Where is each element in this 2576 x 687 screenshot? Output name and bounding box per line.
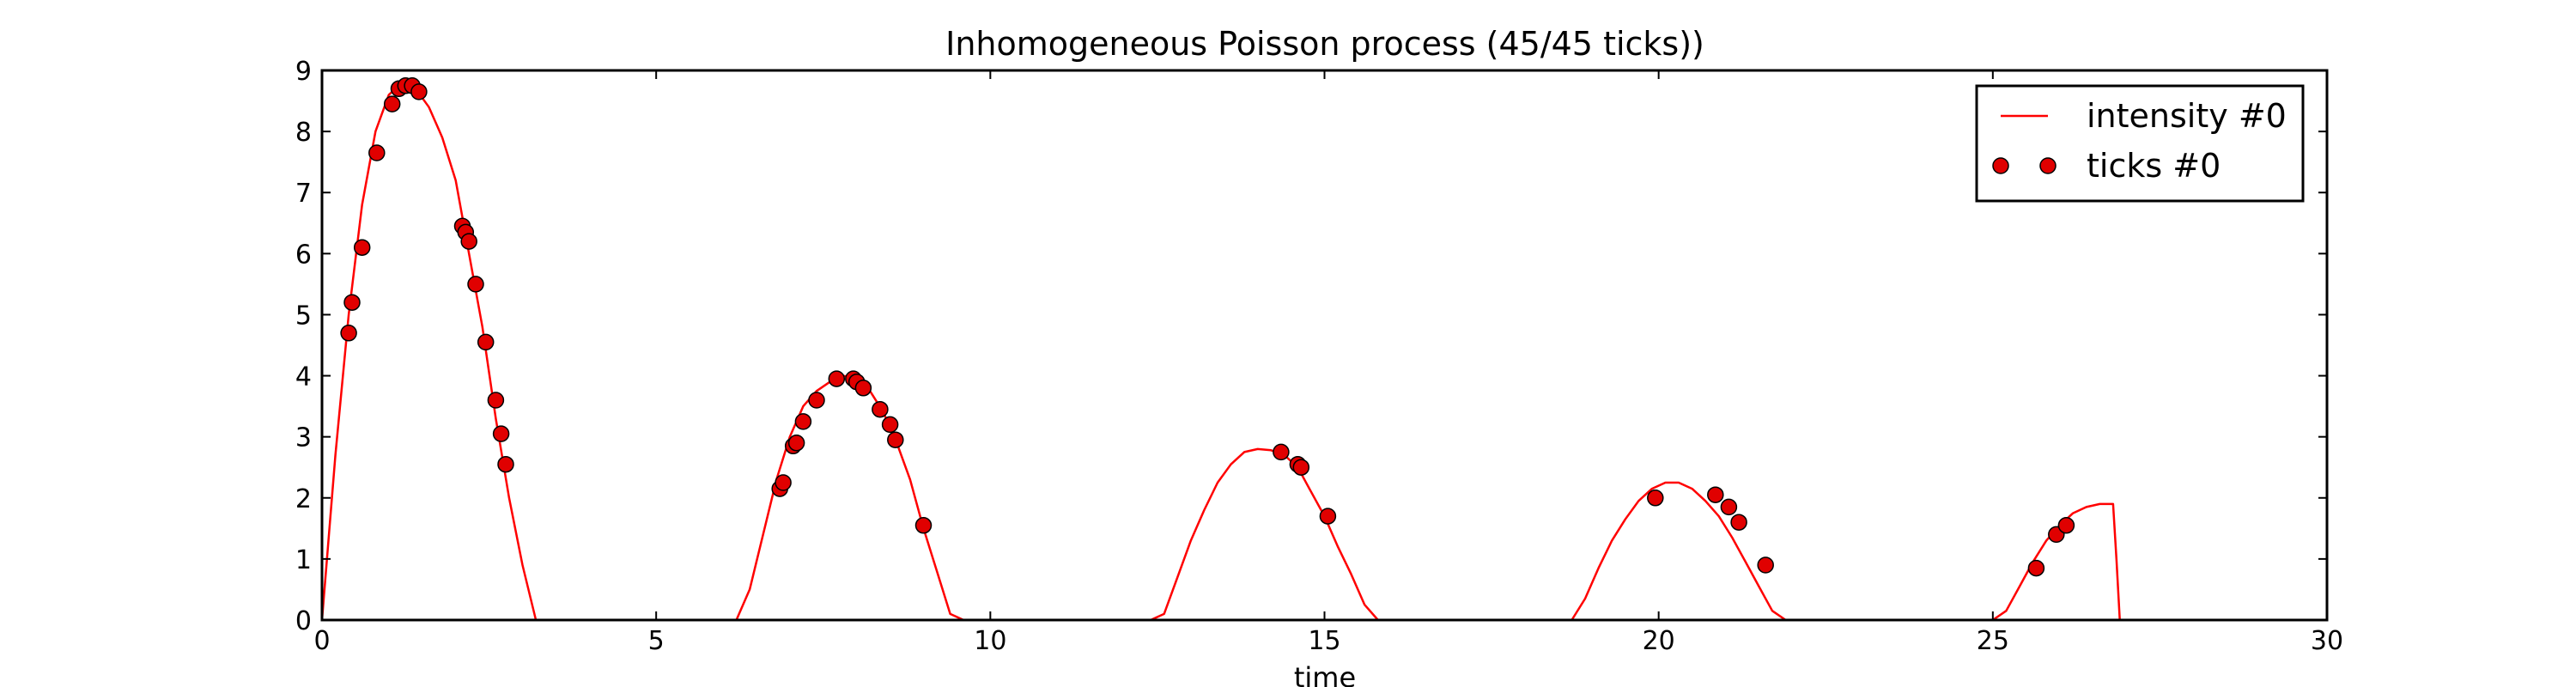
tick-marker <box>1292 459 1310 476</box>
tick-marker <box>383 95 401 112</box>
y-tick-label: 1 <box>295 545 312 575</box>
tick-marker <box>497 455 514 473</box>
y-tick-label: 0 <box>295 606 312 636</box>
y-tick-label: 2 <box>295 484 312 514</box>
plot-layer <box>320 77 2160 622</box>
tick-marker <box>343 294 361 311</box>
tick-marker <box>487 392 505 409</box>
x-tick-label: 10 <box>974 626 1006 656</box>
tick-marker <box>1319 508 1337 525</box>
x-axis-label: time <box>1294 661 1356 687</box>
tick-marker <box>794 413 812 430</box>
axes-layer: 0 5 10 15 20 25 30 0 1 2 3 4 5 6 7 8 9 <box>295 57 2343 656</box>
tick-marker <box>492 425 510 442</box>
tick-marker <box>410 83 428 100</box>
legend-marker-swatch-2 <box>2039 157 2057 174</box>
tick-marker <box>2027 559 2045 577</box>
x-tick-label: 20 <box>1643 626 1675 656</box>
legend-frame <box>1975 84 2305 203</box>
tick-marker <box>353 239 371 256</box>
tick-marker <box>787 435 805 452</box>
tick-marker <box>477 333 495 351</box>
tick-marker <box>887 431 904 448</box>
tick-marker <box>1720 498 1738 516</box>
chart-title: Inhomogeneous Poisson process (45/45 tic… <box>945 25 1704 63</box>
tick-marker <box>467 276 484 293</box>
tick-marker <box>881 416 899 434</box>
tick-marker <box>2057 517 2075 534</box>
y-tick-label: 4 <box>295 362 312 392</box>
y-tick-label: 9 <box>295 57 312 87</box>
tick-marker <box>872 400 889 418</box>
tick-marker <box>808 392 825 409</box>
y-tick-label: 6 <box>295 240 312 270</box>
tick-marker <box>914 517 933 534</box>
y-tick-label: 7 <box>295 179 312 209</box>
x-tick-label: 15 <box>1308 626 1340 656</box>
tick-marker <box>1730 514 1747 531</box>
legend-marker-swatch-1 <box>1992 157 2009 174</box>
tick-marker <box>775 474 792 491</box>
tick-marker <box>340 325 357 342</box>
x-tick-label: 5 <box>648 626 665 656</box>
legend-label-intensity: intensity #0 <box>2087 97 2287 135</box>
tick-marker <box>460 233 477 250</box>
x-tick-label: 0 <box>313 626 330 656</box>
tick-marker <box>828 370 846 387</box>
y-tick-label: 5 <box>295 301 312 331</box>
x-tick-label: 25 <box>1977 626 2009 656</box>
tick-marker <box>1647 489 1664 507</box>
tick-marker <box>1273 443 1290 461</box>
x-tick-label: 30 <box>2311 626 2343 656</box>
y-tick-label: 8 <box>295 118 312 148</box>
tick-marker <box>1707 486 1724 503</box>
intensity-line <box>320 81 2160 622</box>
tick-marker <box>1757 556 1774 574</box>
legend: intensity #0 ticks #0 <box>1975 84 2305 203</box>
tick-marker <box>854 380 872 397</box>
y-tick-label: 3 <box>295 423 312 453</box>
tick-marker <box>368 144 386 161</box>
legend-label-ticks: ticks #0 <box>2087 147 2221 185</box>
